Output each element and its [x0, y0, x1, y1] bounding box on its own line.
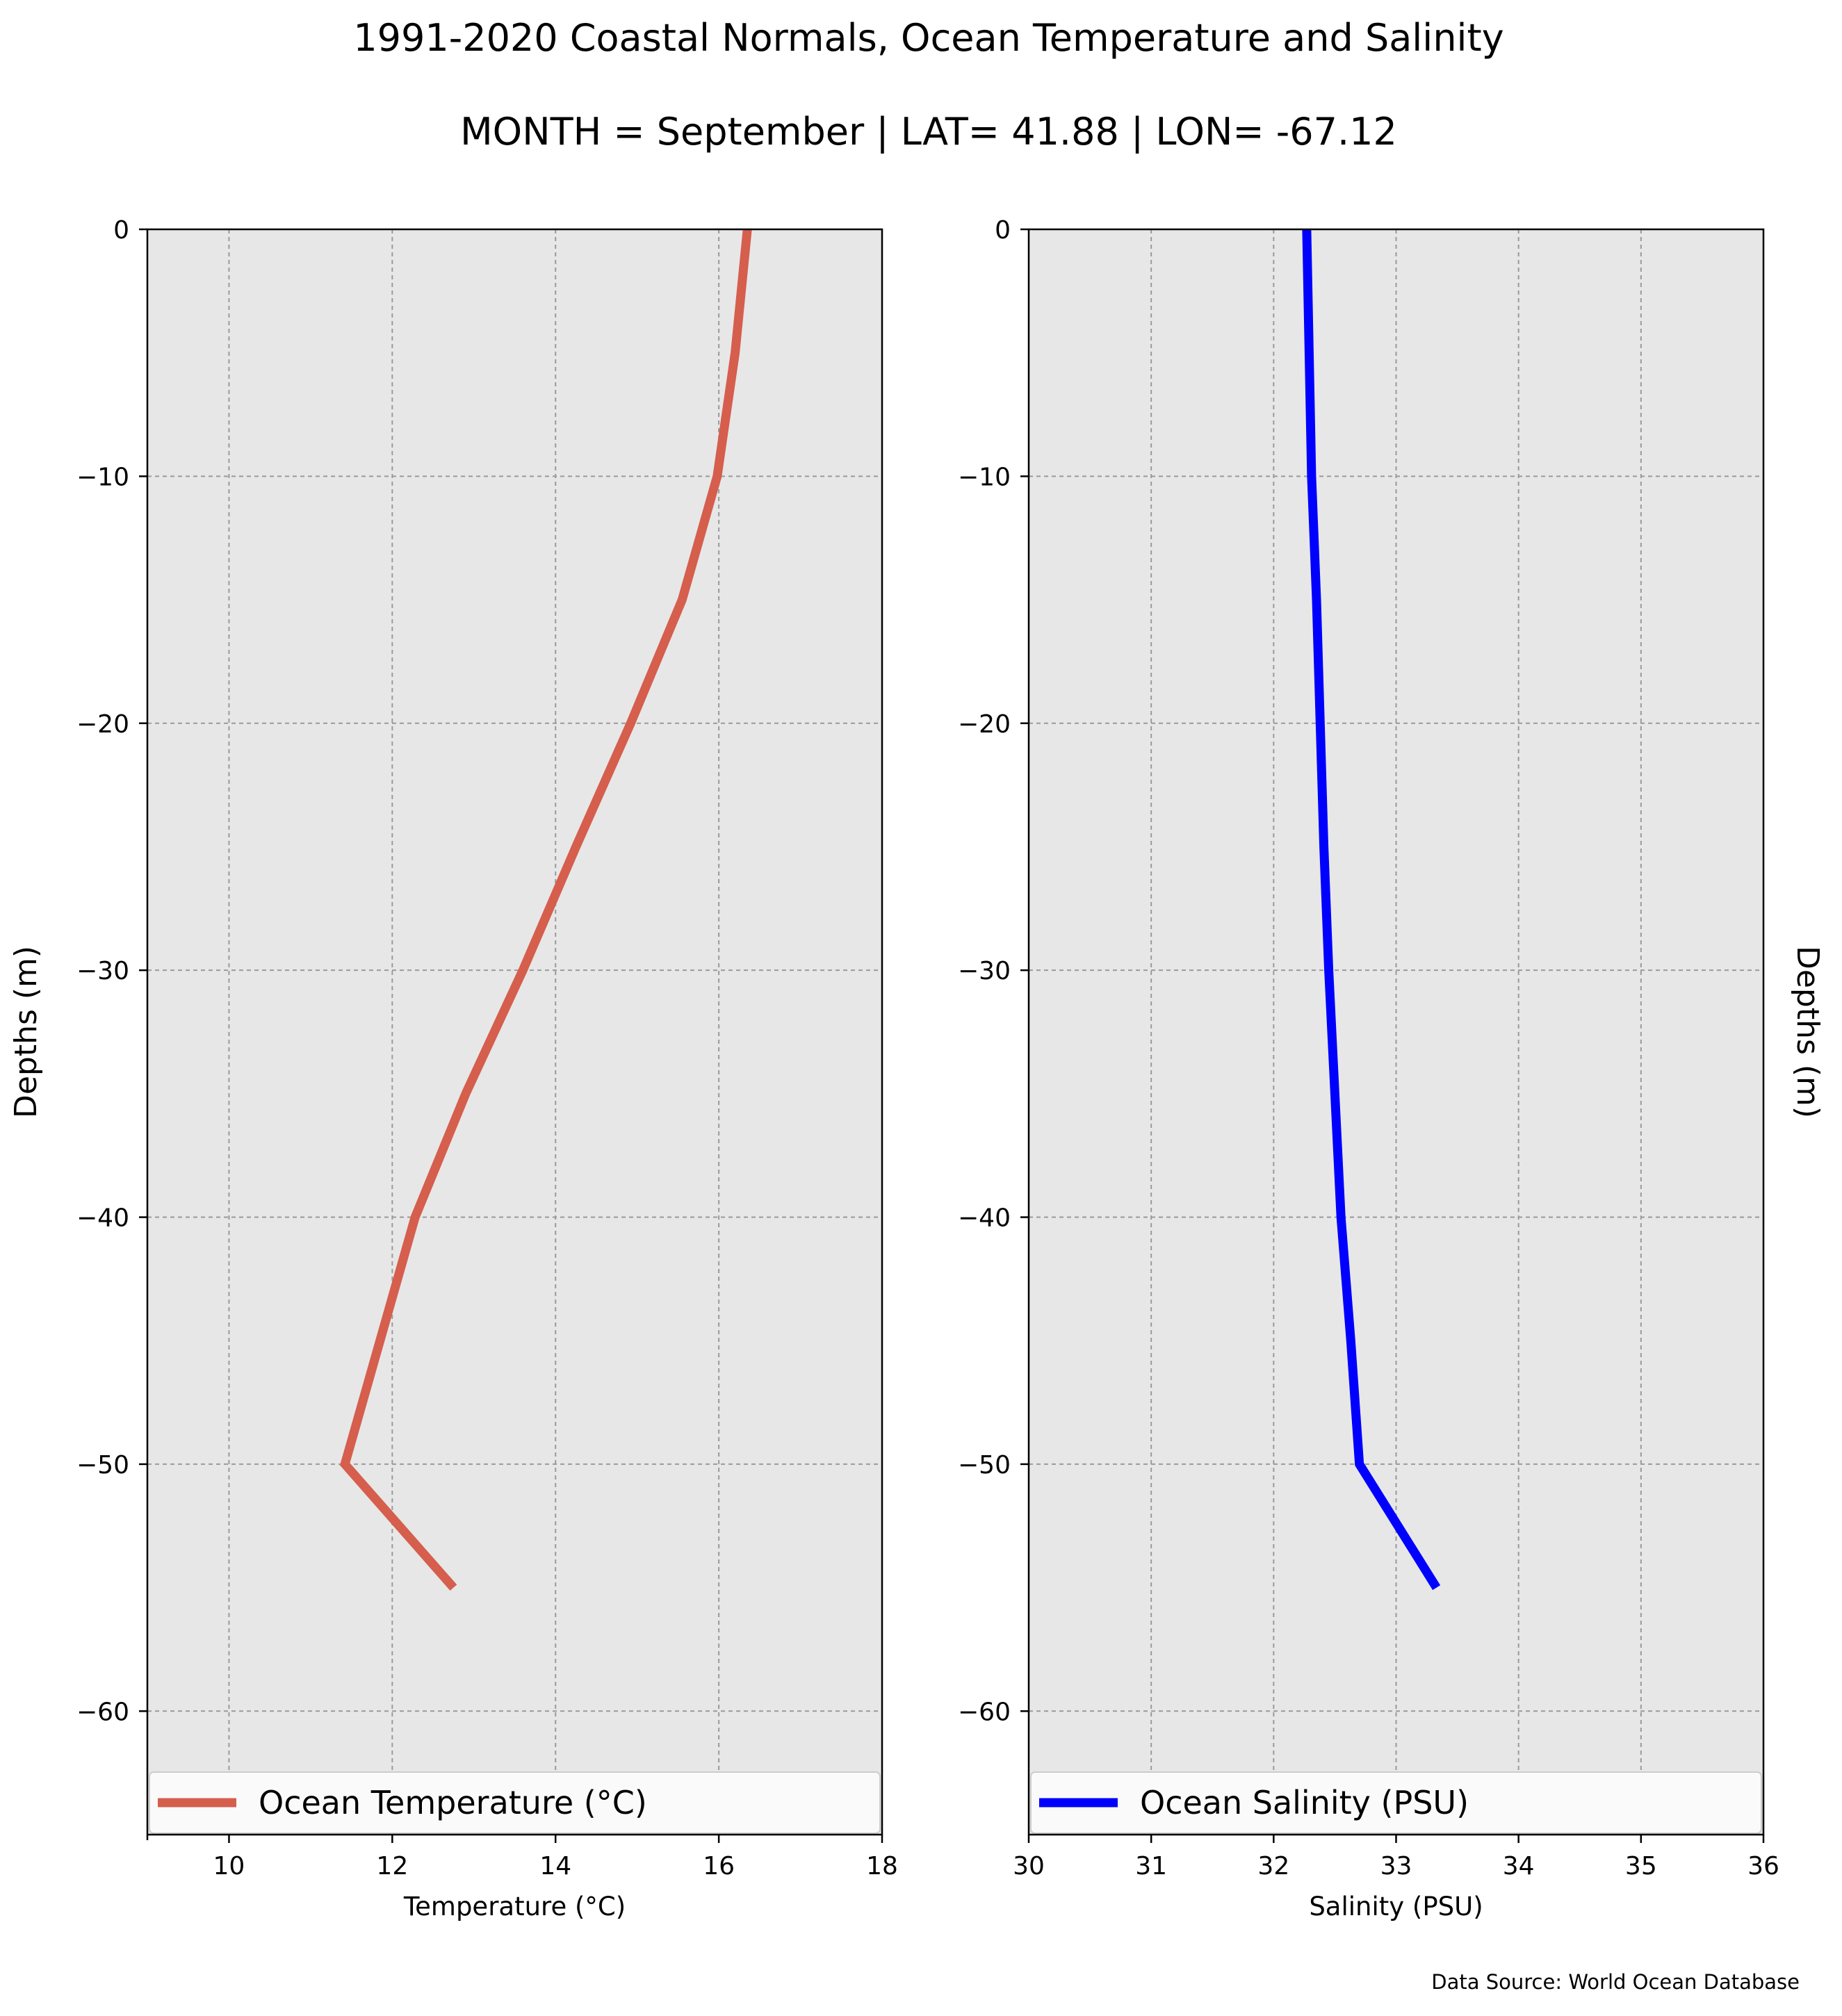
y-tick-label: −60	[76, 1698, 129, 1726]
series-line	[339, 229, 752, 1591]
legend-label: Ocean Temperature (°C)	[259, 1784, 647, 1821]
y-tick-label: −40	[958, 1204, 1011, 1233]
y-axis-label: Depths (m)	[8, 946, 44, 1118]
x-tick-label: 31	[1135, 1852, 1167, 1880]
x-tick-label: 34	[1503, 1852, 1535, 1880]
y-tick-label: −50	[958, 1451, 1011, 1480]
axes-frame	[146, 228, 883, 1836]
x-tick-label: 35	[1625, 1852, 1657, 1880]
legend-label: Ocean Salinity (PSU)	[1140, 1784, 1469, 1821]
x-tick-label: 16	[703, 1852, 735, 1880]
x-tick-label: 32	[1257, 1852, 1289, 1880]
y-tick-label: −50	[76, 1451, 129, 1480]
data-source-note: Data Source: World Ocean Database	[1431, 1970, 1800, 1994]
x-tick-label: 36	[1747, 1852, 1779, 1880]
temperature-panel: Ocean Temperature (°C) 10 12 14 16 18 0 −10 −20 −…	[8, 216, 898, 1921]
series-line	[1302, 229, 1441, 1591]
x-axis-label: Salinity (PSU)	[1309, 1892, 1483, 1921]
y-tick-label: 0	[113, 216, 129, 245]
chart-subtitle: MONTH = September | LAT= 41.88 | LON= -6…	[460, 110, 1397, 154]
y-tick-label: −20	[958, 710, 1011, 739]
x-tick-label: 18	[866, 1852, 898, 1880]
y-tick-label: −40	[76, 1204, 129, 1233]
x-tick-label: 10	[213, 1852, 245, 1880]
y-tick-label: −10	[958, 463, 1011, 491]
legend-box	[1030, 1771, 1762, 1834]
x-tick-label: 14	[539, 1852, 571, 1880]
x-tick-label: 30	[1013, 1852, 1045, 1880]
x-axis-label: Temperature (°C)	[403, 1892, 626, 1921]
chart-title: 1991-2020 Coastal Normals, Ocean Tempera…	[353, 16, 1503, 60]
plot-area	[147, 229, 882, 1835]
y-tick-label: −30	[76, 957, 129, 985]
y-axis-label: Depths (m)	[1790, 946, 1825, 1118]
y-tick-label: −20	[76, 710, 129, 739]
y-tick-label: −60	[958, 1698, 1011, 1726]
legend-box	[149, 1771, 881, 1834]
y-tick-label: 0	[995, 216, 1011, 245]
x-tick-label: 33	[1380, 1852, 1412, 1880]
y-tick-label: −10	[76, 463, 129, 491]
salinity-panel: Ocean Salinity (PSU) 30 31 32 33 34 35 36 0 −10 −2…	[958, 216, 1825, 1921]
x-tick-label: 12	[376, 1852, 408, 1880]
y-tick-label: −30	[958, 957, 1011, 985]
